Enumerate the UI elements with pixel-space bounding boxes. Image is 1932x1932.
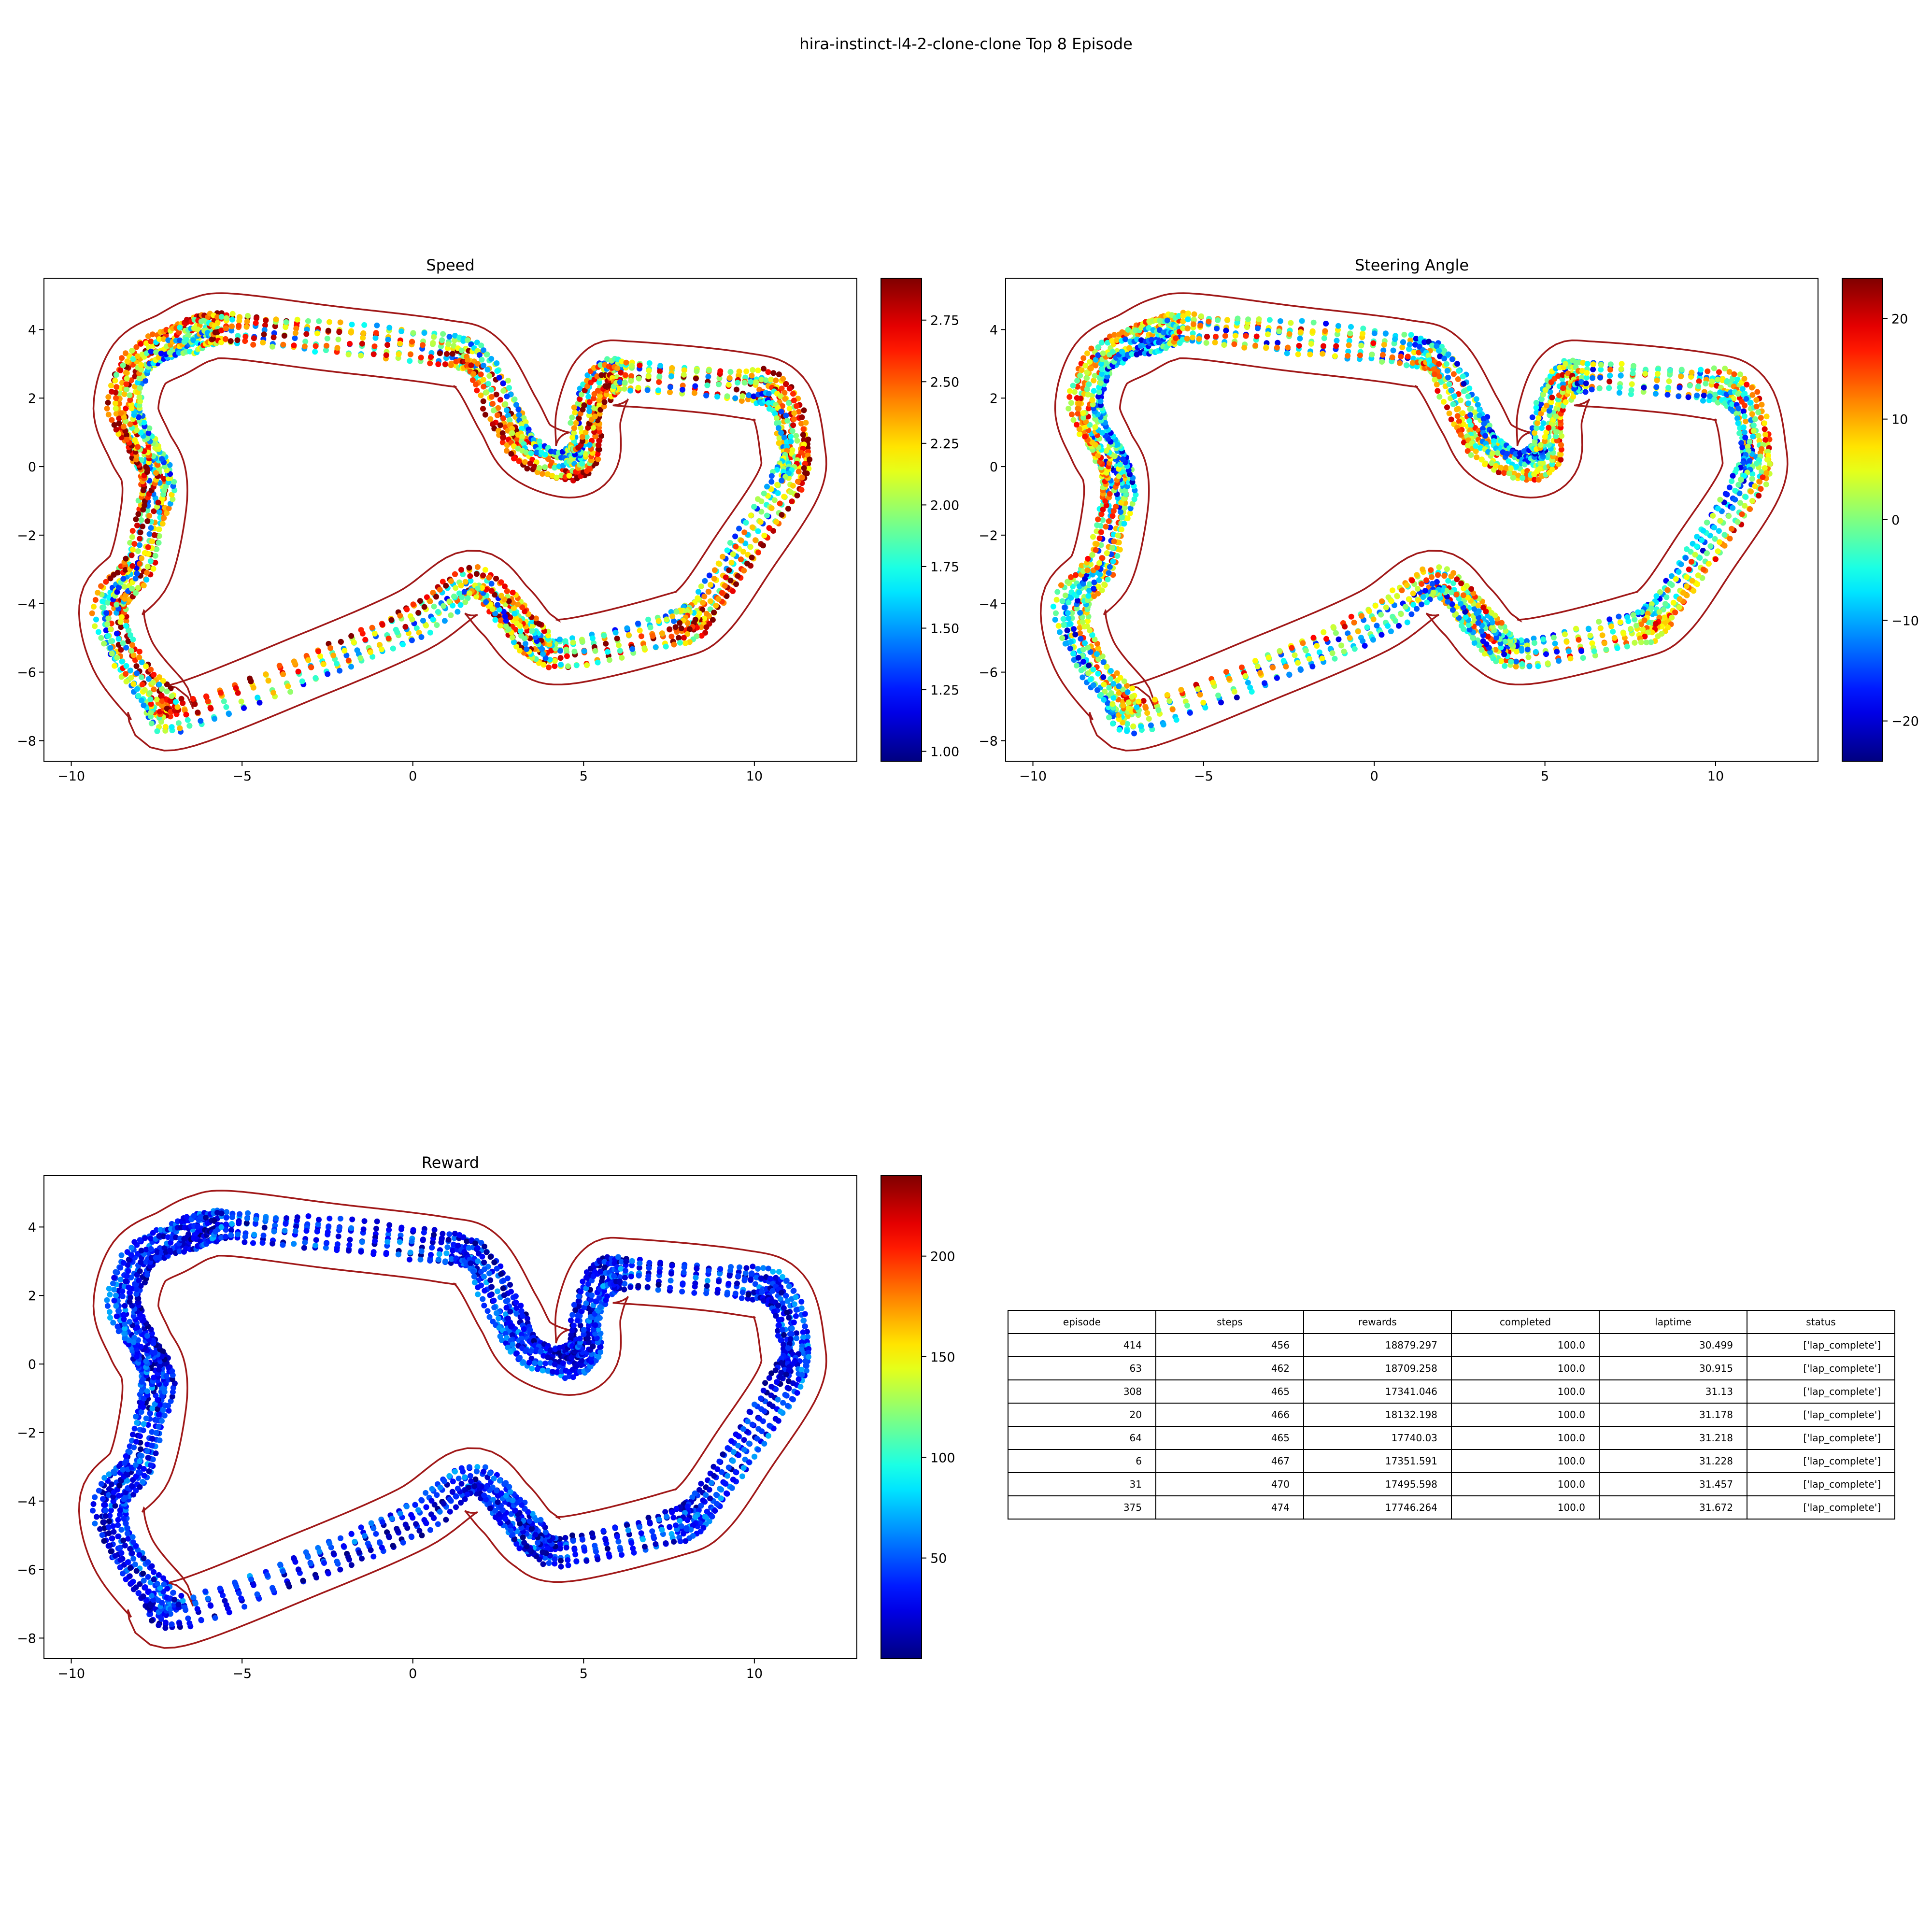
trajectory-point [262,322,268,328]
trajectory-point [616,642,622,648]
trajectory-point [495,405,501,411]
trajectory-point [481,384,487,390]
trajectory-point [385,337,391,343]
trajectory-point [758,509,765,515]
trajectory-point [360,335,366,341]
trajectory-point [668,633,675,639]
trajectory-point [786,406,793,412]
trajectory-point [151,686,157,693]
track-outer-border [78,292,827,752]
trajectory-point [343,653,350,658]
chart-title: Speed [426,256,474,274]
trajectory-point [705,373,711,380]
trajectory-point [272,323,278,329]
trajectory-point [781,390,788,396]
figure-title: hira-instinct-l4-2-clone-clone Top 8 Epi… [799,35,1133,53]
trajectory-point [483,389,490,395]
trajectory-point [514,437,520,443]
trajectory-point [716,375,723,382]
trajectory-points [89,310,813,735]
trajectory-point [372,335,379,341]
track-group [78,292,827,752]
trajectory-point [413,625,420,631]
track-inner-border [141,357,763,709]
speed-chart: Speed−10 −5 0 5 10−8−6−4−20241.001.251.501.7… [17,256,959,784]
